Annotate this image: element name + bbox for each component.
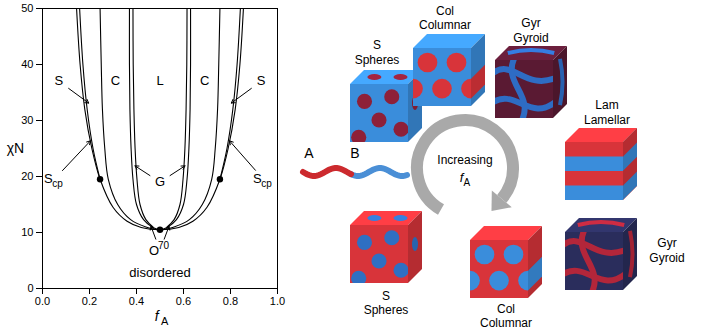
svg-text:0.0: 0.0 <box>35 295 50 307</box>
svg-text:Spheres: Spheres <box>355 53 400 67</box>
svg-text:fA: fA <box>460 170 471 188</box>
svg-text:0.2: 0.2 <box>82 295 97 307</box>
svg-text:Increasing: Increasing <box>437 153 492 167</box>
svg-text:Gyr: Gyr <box>657 236 676 250</box>
svg-text:B: B <box>350 145 359 161</box>
svg-text:A: A <box>161 315 169 327</box>
svg-text:Lam: Lam <box>595 98 618 112</box>
svg-text:Gyroid: Gyroid <box>513 31 548 45</box>
svg-text:1.0: 1.0 <box>270 295 285 307</box>
svg-text:O: O <box>148 242 160 258</box>
svg-text:40: 40 <box>21 58 33 70</box>
svg-text:Gyroid: Gyroid <box>649 251 684 265</box>
svg-text:S: S <box>257 73 266 88</box>
svg-text:Gyr: Gyr <box>521 16 540 30</box>
svg-text:0.6: 0.6 <box>176 295 191 307</box>
svg-text:70: 70 <box>158 240 170 251</box>
svg-text:C: C <box>111 73 120 88</box>
svg-text:Spheres: Spheres <box>364 303 409 317</box>
svg-text:30: 30 <box>21 114 33 126</box>
svg-text:S: S <box>55 73 64 88</box>
svg-text:Columnar: Columnar <box>419 18 471 32</box>
svg-text:L: L <box>156 73 163 88</box>
svg-text:cp: cp <box>52 178 63 189</box>
svg-text:0.8: 0.8 <box>223 295 238 307</box>
svg-text:S: S <box>43 171 53 187</box>
svg-text:S: S <box>382 289 390 303</box>
svg-text:disordered: disordered <box>129 265 190 280</box>
svg-text:χN: χN <box>7 140 24 156</box>
svg-text:0: 0 <box>27 282 33 294</box>
svg-text:Col: Col <box>436 4 454 18</box>
svg-text:S: S <box>253 171 262 187</box>
svg-text:A: A <box>304 145 314 161</box>
svg-text:cp: cp <box>261 178 272 189</box>
svg-text:C: C <box>200 73 209 88</box>
svg-text:Columnar: Columnar <box>480 316 532 330</box>
svg-text:Lamellar: Lamellar <box>584 113 630 127</box>
svg-text:20: 20 <box>21 170 33 182</box>
svg-text:10: 10 <box>21 226 33 238</box>
svg-text:0.4: 0.4 <box>129 295 144 307</box>
svg-text:G: G <box>155 174 165 189</box>
svg-text:S: S <box>373 38 381 52</box>
svg-text:f: f <box>155 308 161 324</box>
svg-text:50: 50 <box>21 2 33 14</box>
svg-text:Col: Col <box>497 302 515 316</box>
